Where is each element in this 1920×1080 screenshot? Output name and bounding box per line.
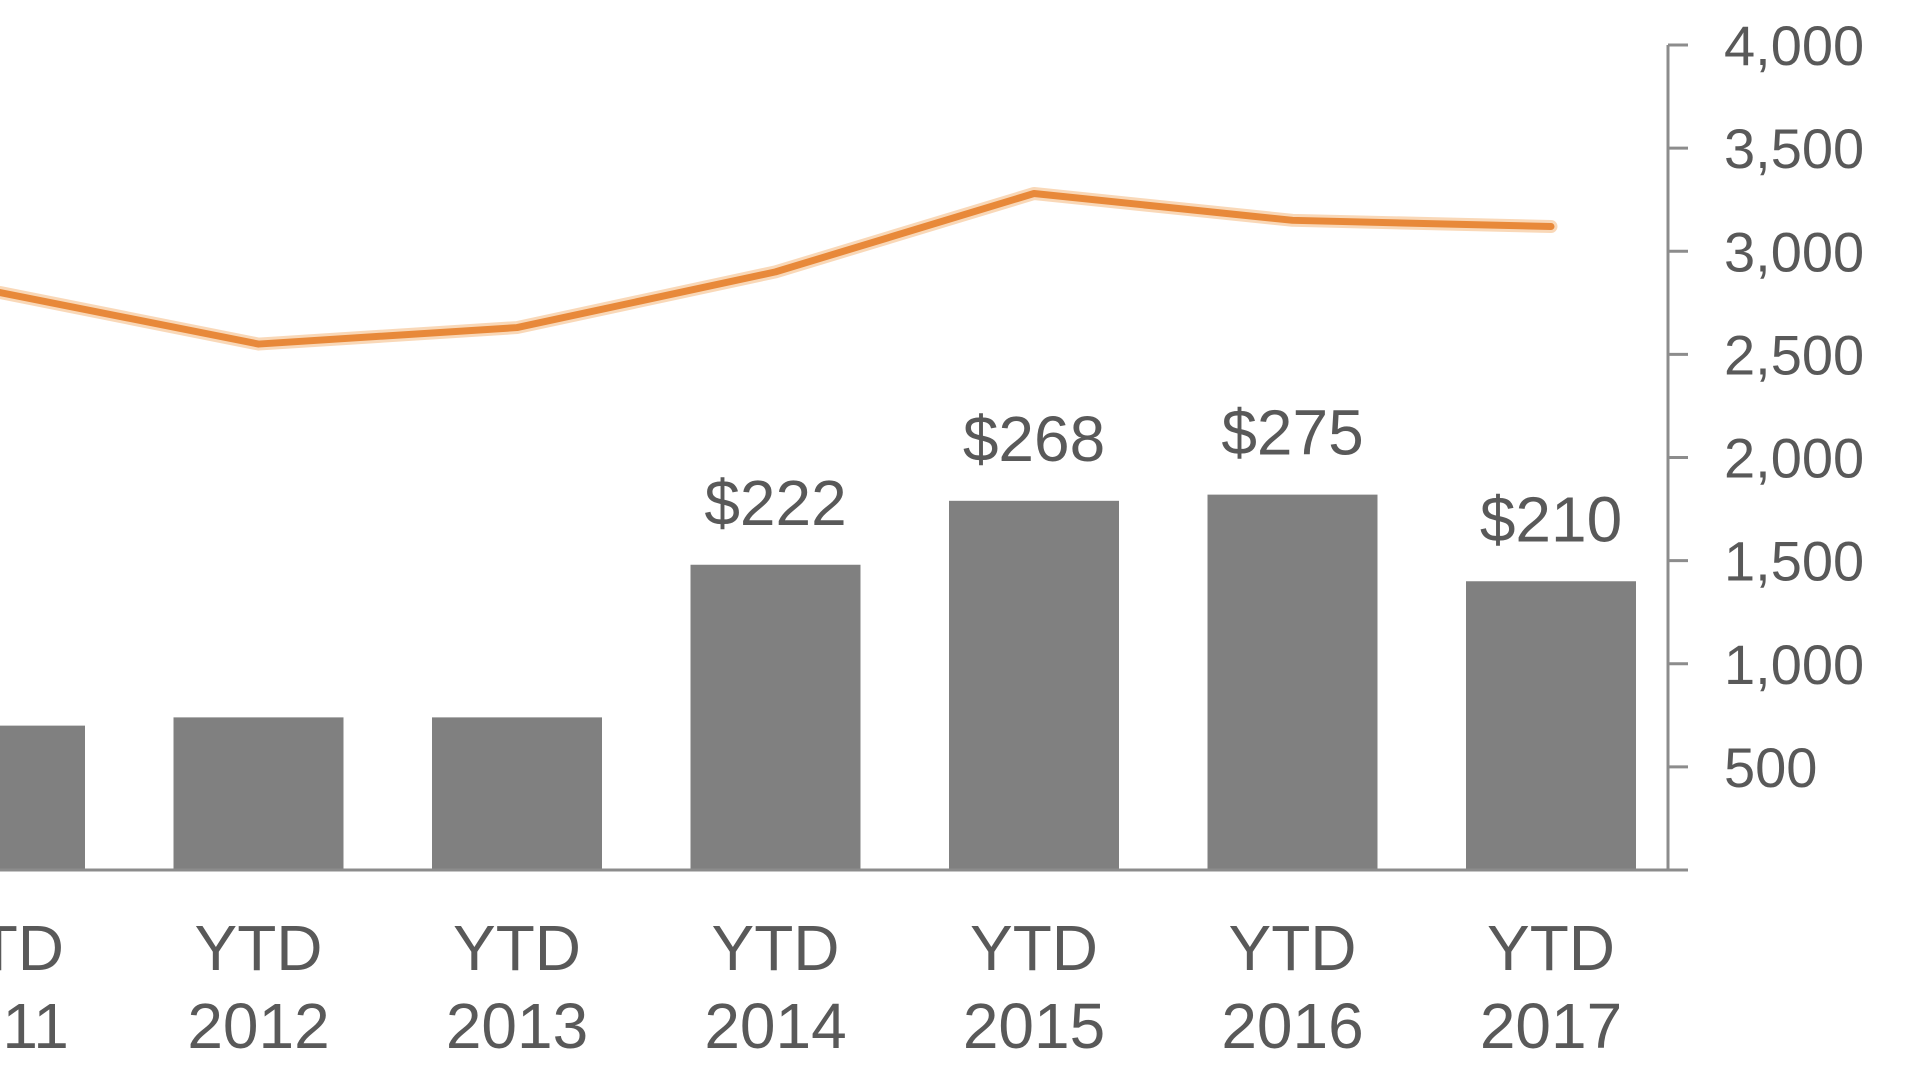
x-tick-label-ytd-2016: YTD 2016: [1221, 912, 1363, 1062]
x-tick-label-ytd-2011: YTD2011: [0, 912, 69, 1062]
x-tick-label-ytd-2013: YTD 2013: [446, 912, 588, 1062]
bar-ytd-2016: [1207, 494, 1378, 870]
bar-ytd-2012: [173, 717, 344, 870]
bar-ytd-2015: [949, 500, 1119, 870]
y-axis-labels: 500 1,000 1,500 2,000 2,500 3,000 3,500 4,000: [1724, 14, 1864, 799]
bar-data-label-ytd-2014: $222: [704, 467, 846, 539]
bar-data-label-ytd-2016: $275: [1221, 397, 1363, 469]
bar-ytd-2011: [0, 725, 85, 870]
bar-ytd-2014: [690, 564, 861, 870]
bar-series: [0, 494, 1636, 870]
y-tick-label: 2,000: [1724, 427, 1864, 490]
y-tick-label: 2,500: [1724, 323, 1864, 386]
x-tick-label-ytd-2017: YTD 2017: [1480, 912, 1622, 1062]
x-tick-label-ytd-2015: YTD 2015: [963, 912, 1105, 1062]
y-tick-label: 3,000: [1724, 220, 1864, 283]
y-tick-label: 1,000: [1724, 633, 1864, 696]
bar-data-label-ytd-2017: $210: [1480, 483, 1622, 555]
axes: [0, 43, 1688, 872]
bar-data-label-ytd-2015: $268: [963, 403, 1105, 475]
y-tick-label: 500: [1724, 736, 1817, 799]
bar-ytd-2017: [1466, 581, 1636, 870]
y-tick-label: 3,500: [1724, 117, 1864, 180]
y-tick-label: 1,500: [1724, 530, 1864, 593]
y-tick-label: 4,000: [1724, 14, 1864, 77]
line-series: [0, 187, 1558, 351]
bar-data-labels: $222 $268 $275 $210: [704, 397, 1622, 556]
x-tick-label-ytd-2014: YTD 2014: [704, 912, 846, 1062]
x-tick-label-ytd-2012: YTD 2012: [187, 912, 329, 1062]
bar-ytd-2013: [432, 717, 602, 870]
